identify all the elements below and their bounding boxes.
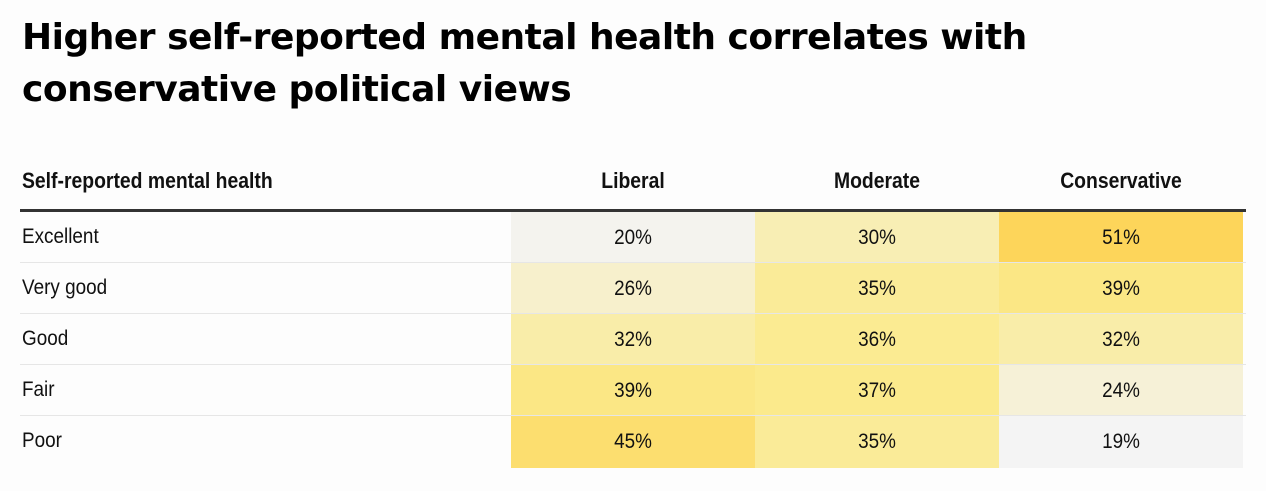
heatmap-cell-conservative: 32%: [999, 314, 1243, 364]
heatmap-cell-liberal: 26%: [511, 263, 755, 313]
row-label: Fair: [22, 378, 55, 401]
cell-value: 37%: [858, 379, 896, 402]
table-row: Excellent 20% 30% 51%: [20, 212, 1246, 263]
heatmap-table: Self-reported mental health Liberal Mode…: [20, 156, 1246, 468]
cell-value: 39%: [1102, 277, 1140, 300]
cell-value: 35%: [858, 430, 896, 453]
cell-value: 24%: [1102, 379, 1140, 402]
heatmap-cell-liberal: 20%: [511, 212, 755, 262]
row-header-label: Self-reported mental health: [22, 168, 273, 193]
row-label: Poor: [22, 429, 62, 452]
cell-value: 51%: [1102, 226, 1140, 249]
cell-value: 19%: [1102, 430, 1140, 453]
heatmap-cell-moderate: 35%: [755, 416, 999, 468]
cell-value: 32%: [1102, 328, 1140, 351]
heatmap-cell-liberal: 39%: [511, 365, 755, 415]
cell-value: 26%: [614, 277, 652, 300]
cell-value: 39%: [614, 379, 652, 402]
header-row: Self-reported mental health Liberal Mode…: [20, 156, 1246, 212]
heatmap-cell-moderate: 35%: [755, 263, 999, 313]
table-row: Poor 45% 35% 19%: [20, 416, 1246, 468]
cell-value: 45%: [614, 430, 652, 453]
table-row: Fair 39% 37% 24%: [20, 365, 1246, 416]
table-row: Very good 26% 35% 39%: [20, 263, 1246, 314]
cell-value: 35%: [858, 277, 896, 300]
cell-value: 30%: [858, 226, 896, 249]
heatmap-cell-conservative: 24%: [999, 365, 1243, 415]
chart-title: Higher self-reported mental health corre…: [22, 17, 1027, 110]
table-row: Good 32% 36% 32%: [20, 314, 1246, 365]
table-body: Excellent 20% 30% 51% Very good 26% 35% 39% Good…: [20, 212, 1246, 468]
column-header-liberal: Liberal: [601, 168, 665, 193]
row-label: Very good: [22, 276, 108, 299]
row-label: Excellent: [22, 225, 99, 248]
heatmap-cell-conservative: 19%: [999, 416, 1243, 468]
column-header-moderate: Moderate: [833, 168, 921, 193]
heatmap-cell-conservative: 51%: [999, 212, 1243, 262]
heatmap-cell-liberal: 45%: [511, 416, 755, 468]
heatmap-cell-liberal: 32%: [511, 314, 755, 364]
cell-value: 36%: [858, 328, 896, 351]
row-label: Good: [22, 327, 69, 350]
heatmap-cell-moderate: 30%: [755, 212, 999, 262]
heatmap-cell-conservative: 39%: [999, 263, 1243, 313]
heatmap-cell-moderate: 36%: [755, 314, 999, 364]
heatmap-cell-moderate: 37%: [755, 365, 999, 415]
column-header-conservative: Conservative: [1060, 168, 1182, 193]
cell-value: 32%: [614, 328, 652, 351]
cell-value: 20%: [614, 226, 652, 249]
